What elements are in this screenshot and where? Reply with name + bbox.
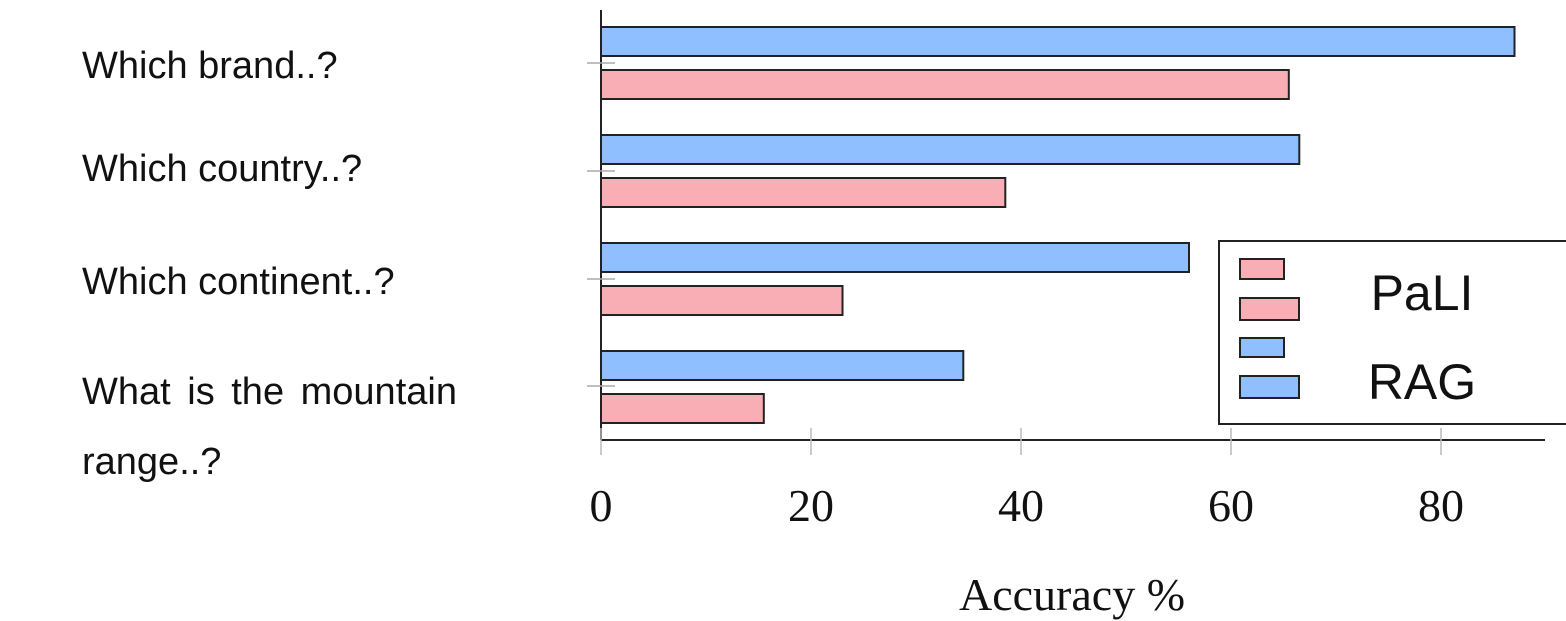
category-label-1: Which country..? bbox=[82, 148, 362, 190]
legend-swatch-pali-1 bbox=[1239, 297, 1300, 321]
legend-label-rag: RAG bbox=[1368, 354, 1476, 410]
category-label-0: Which brand..? bbox=[82, 45, 338, 87]
bars-group bbox=[600, 26, 1516, 424]
legend-label-pali: PaLI bbox=[1371, 265, 1474, 321]
legend-swatch-rag-0 bbox=[1239, 337, 1285, 358]
legend-swatch-pali-0 bbox=[1239, 258, 1285, 280]
x-axis-title: Accuracy % bbox=[959, 569, 1185, 620]
bar-pali-2 bbox=[600, 285, 844, 316]
legend-swatch-rag-1 bbox=[1239, 375, 1300, 399]
axes-group bbox=[587, 10, 1545, 455]
x-tick-label-0: 0 bbox=[590, 480, 613, 531]
category-label-3: What is the mountain range..? bbox=[82, 371, 457, 483]
category-label-2: Which continent..? bbox=[82, 261, 395, 303]
x-tick-label-20: 20 bbox=[788, 480, 834, 531]
bar-rag-0 bbox=[600, 26, 1516, 57]
bar-pali-3 bbox=[600, 393, 765, 424]
bar-rag-2 bbox=[600, 242, 1190, 273]
bar-pali-0 bbox=[600, 69, 1290, 100]
x-tick-label-40: 40 bbox=[998, 480, 1044, 531]
bar-rag-3 bbox=[600, 350, 965, 381]
x-tick-label-80: 80 bbox=[1418, 480, 1464, 531]
x-tick-label-60: 60 bbox=[1208, 480, 1254, 531]
x-tick-labels: 0 20 40 60 80 bbox=[590, 480, 1465, 531]
legend: PaLI RAG bbox=[1218, 240, 1566, 425]
bar-pali-1 bbox=[600, 177, 1007, 208]
category-labels: Which brand..? Which country..? Which cont… bbox=[82, 45, 457, 483]
bar-rag-1 bbox=[600, 134, 1301, 165]
